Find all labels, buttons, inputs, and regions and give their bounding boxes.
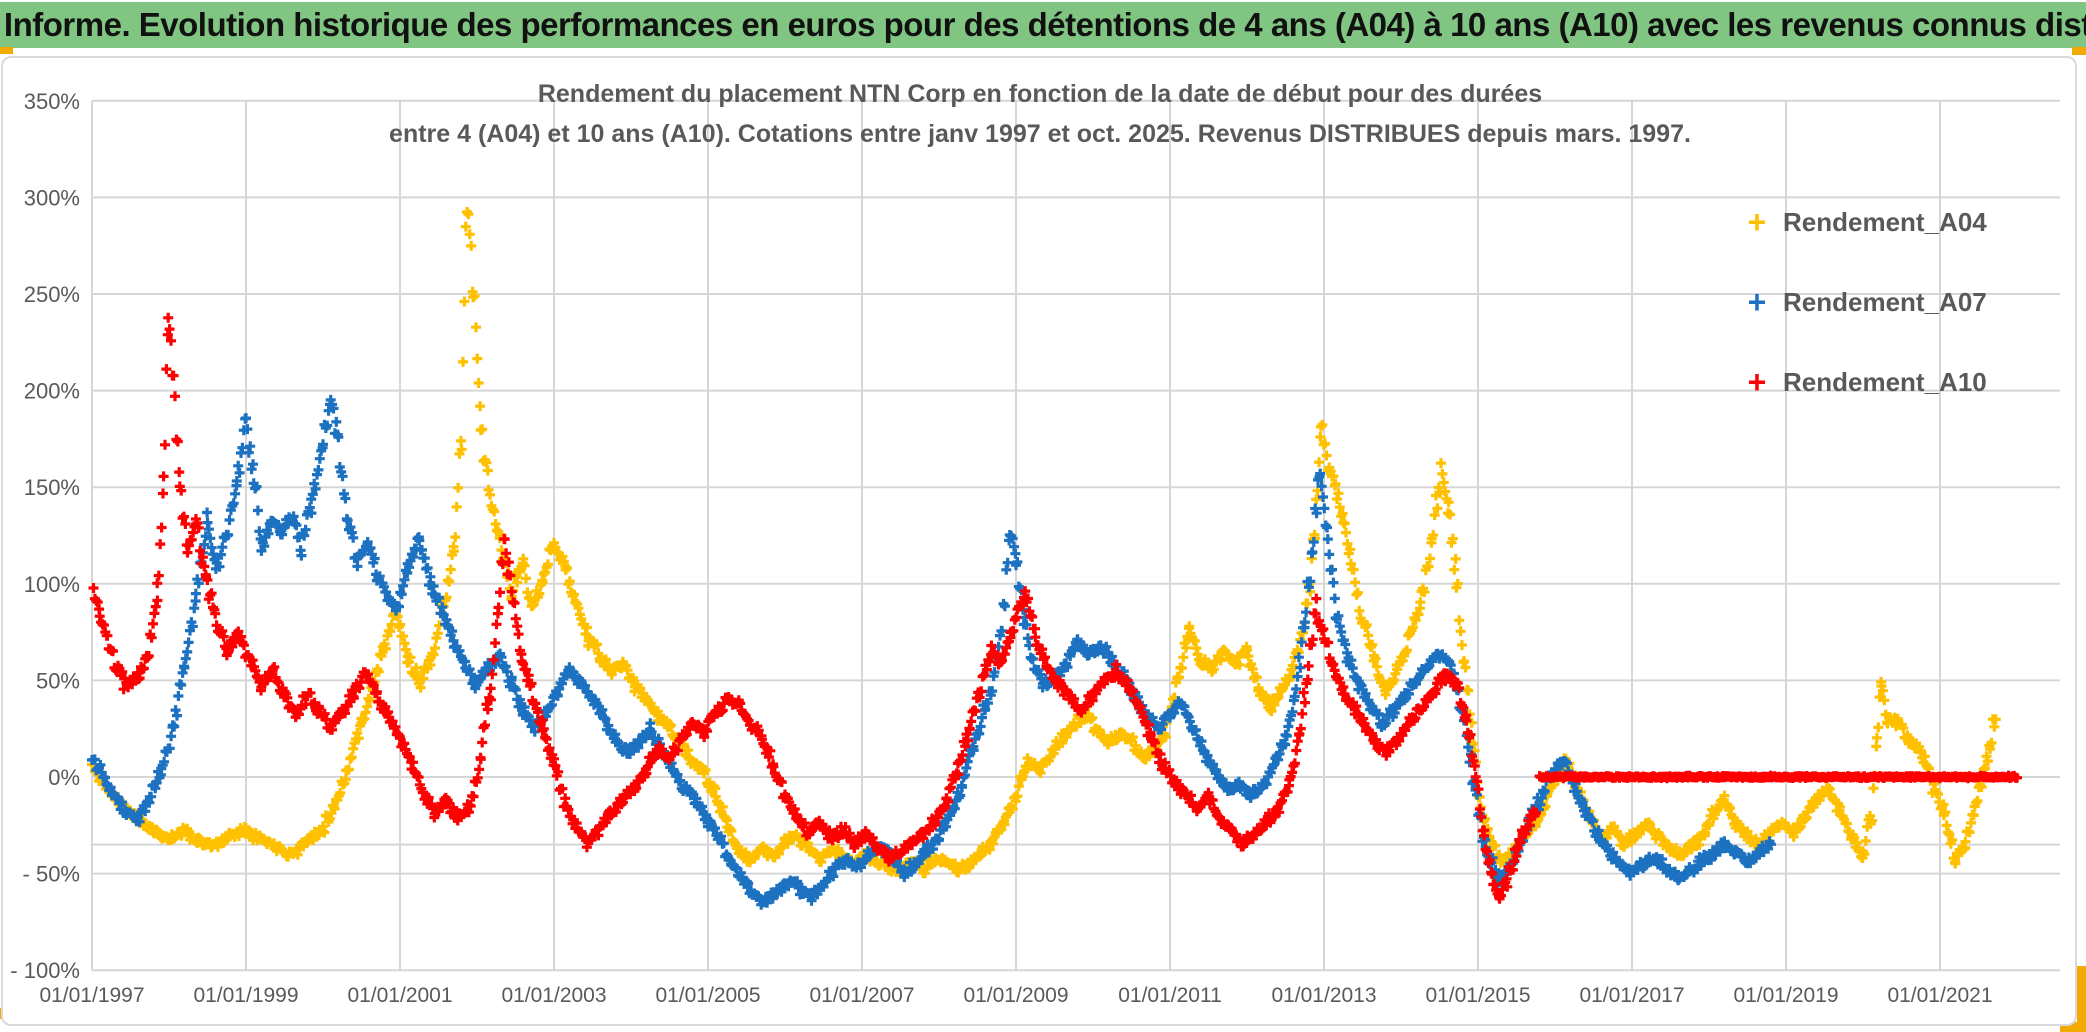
y-axis-tick-label: 300% bbox=[24, 185, 80, 210]
y-axis-tick-label: 350% bbox=[24, 89, 80, 114]
chart-title: Rendement du placement NTN Corp en fonct… bbox=[60, 74, 2020, 154]
chart-title-line2: entre 4 (A04) et 10 ans (A10). Cotations… bbox=[389, 120, 1691, 148]
series-Rendement_A10-points bbox=[88, 312, 1541, 904]
y-axis-tick-label: 50% bbox=[36, 668, 80, 693]
series-Rendement_A10-zero-points bbox=[1534, 770, 2022, 784]
x-axis-tick-label: 01/01/2017 bbox=[1579, 984, 1684, 1007]
x-axis-tick-label: 01/01/1999 bbox=[193, 984, 298, 1007]
legend-item-a07: + Rendement_A07 bbox=[1745, 285, 1987, 319]
legend-label: Rendement_A07 bbox=[1783, 286, 1987, 317]
accent-bottom-right-horizontal bbox=[2060, 1022, 2086, 1032]
y-axis-tick-label: - 100% bbox=[10, 958, 80, 983]
plus-marker-icon: + bbox=[1747, 204, 1767, 240]
accent-top-left bbox=[0, 47, 13, 54]
series-Rendement_A07-points bbox=[87, 394, 1776, 910]
x-axis-tick-label: 01/01/2011 bbox=[1118, 984, 1222, 1007]
x-axis-tick-label: 01/01/2007 bbox=[809, 984, 914, 1007]
legend-label: Rendement_A10 bbox=[1783, 366, 1987, 397]
x-axis-tick-label: 01/01/2005 bbox=[655, 984, 760, 1007]
plus-marker-icon: + bbox=[1747, 284, 1767, 320]
x-axis-tick-label: 01/01/2015 bbox=[1425, 984, 1530, 1007]
accent-bottom-right-vertical bbox=[2077, 966, 2086, 1032]
legend-label: Rendement_A04 bbox=[1783, 206, 1987, 237]
x-axis-tick-label: 01/01/2009 bbox=[963, 984, 1068, 1007]
x-axis-tick-label: 01/01/1997 bbox=[39, 984, 144, 1007]
header-bar: ADAM Informe. Evolution historique des p… bbox=[0, 2, 2086, 48]
plus-marker-icon: + bbox=[1747, 364, 1767, 400]
y-axis-tick-label: 250% bbox=[24, 282, 80, 307]
chart-title-line1: Rendement du placement NTN Corp en fonct… bbox=[537, 80, 1543, 108]
x-axis-tick-label: 01/01/2013 bbox=[1271, 984, 1376, 1007]
chart-frame bbox=[1, 56, 2077, 1026]
x-axis-tick-label: 01/01/2001 bbox=[347, 984, 452, 1007]
y-axis-tick-label: 150% bbox=[24, 475, 80, 500]
legend-item-a10: + Rendement_A10 bbox=[1745, 365, 1987, 399]
y-axis-tick-label: 100% bbox=[24, 572, 80, 597]
x-axis-tick-label: 01/01/2019 bbox=[1733, 984, 1838, 1007]
y-axis-tick-label: 0% bbox=[48, 765, 80, 790]
y-axis-tick-label: 200% bbox=[24, 379, 80, 404]
y-axis-tick-label: - 50% bbox=[23, 862, 80, 887]
legend-item-a04: + Rendement_A04 bbox=[1745, 205, 1987, 239]
accent-top-right bbox=[2072, 47, 2086, 55]
x-axis-tick-label: 01/01/2021 bbox=[1887, 984, 1992, 1007]
header-title: ADAM Informe. Evolution historique des p… bbox=[0, 6, 2086, 43]
x-axis-tick-label: 01/01/2003 bbox=[501, 984, 606, 1007]
